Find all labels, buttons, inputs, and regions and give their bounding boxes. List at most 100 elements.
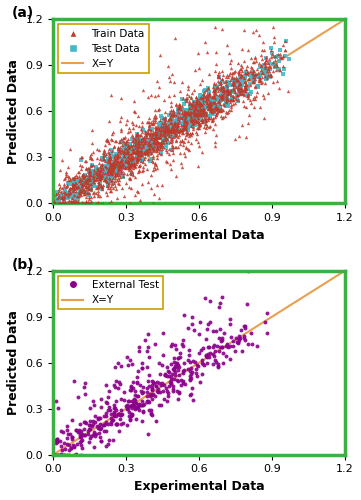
Point xyxy=(204,110,209,118)
Point xyxy=(69,433,75,441)
Point xyxy=(144,140,149,148)
Point xyxy=(223,102,229,110)
Point xyxy=(216,96,222,104)
Point xyxy=(95,166,101,173)
Point xyxy=(200,117,206,125)
Point xyxy=(109,167,114,175)
Point xyxy=(212,356,218,364)
Point xyxy=(205,95,211,103)
Point xyxy=(200,104,206,112)
Point xyxy=(140,145,145,153)
Point xyxy=(210,116,216,124)
Point xyxy=(175,376,180,384)
Point xyxy=(254,342,260,349)
Point xyxy=(278,46,283,54)
Point xyxy=(188,370,194,378)
Point xyxy=(169,128,175,136)
Point xyxy=(165,124,171,132)
Point xyxy=(171,117,177,125)
Point xyxy=(173,172,179,180)
Point xyxy=(134,131,140,139)
Point xyxy=(191,106,197,114)
Point xyxy=(95,198,101,206)
Point xyxy=(62,451,68,459)
Point xyxy=(231,81,237,89)
Point xyxy=(97,171,103,179)
Point xyxy=(79,186,85,194)
Point xyxy=(105,155,111,163)
Point xyxy=(138,157,144,165)
Point xyxy=(78,436,84,444)
Point xyxy=(95,414,101,422)
Point xyxy=(70,174,76,182)
Point xyxy=(209,94,215,102)
Point xyxy=(133,132,139,140)
Point xyxy=(130,120,135,128)
Point xyxy=(273,60,279,68)
Point xyxy=(250,67,256,75)
Point xyxy=(195,138,201,146)
Point xyxy=(76,184,82,192)
Point xyxy=(105,420,111,428)
Point xyxy=(59,200,65,207)
Point xyxy=(143,146,149,154)
Point xyxy=(73,182,78,190)
Point xyxy=(108,197,113,205)
Point xyxy=(233,83,239,91)
Point xyxy=(150,138,156,146)
Point xyxy=(139,180,144,188)
Point xyxy=(180,377,186,385)
Point xyxy=(91,189,96,197)
Point xyxy=(124,149,130,157)
Point xyxy=(159,130,165,138)
Point xyxy=(116,152,121,160)
Point xyxy=(119,146,125,154)
Point xyxy=(163,157,169,165)
Point xyxy=(155,127,160,135)
Point xyxy=(113,177,118,185)
Point xyxy=(132,386,138,394)
Point xyxy=(188,116,194,124)
Point xyxy=(240,347,245,355)
Point xyxy=(141,400,147,408)
Point xyxy=(82,157,88,165)
Point xyxy=(204,99,209,107)
Point xyxy=(161,127,167,135)
Point xyxy=(218,104,223,112)
Point xyxy=(180,379,186,387)
Point xyxy=(118,126,124,134)
Point xyxy=(120,160,126,168)
Point xyxy=(255,82,260,90)
Point xyxy=(172,370,178,378)
Point xyxy=(146,139,152,147)
Point xyxy=(81,383,87,391)
Point xyxy=(103,418,109,426)
Point xyxy=(190,368,195,376)
Point xyxy=(153,139,159,147)
Point xyxy=(74,171,79,179)
Point xyxy=(73,450,78,458)
Point xyxy=(255,88,260,96)
Point xyxy=(273,56,278,64)
Point xyxy=(186,356,191,364)
Point xyxy=(212,84,217,92)
Point xyxy=(163,384,169,392)
Point xyxy=(135,134,141,141)
Point xyxy=(246,110,252,118)
Point xyxy=(80,179,86,187)
Point xyxy=(123,137,129,145)
Point xyxy=(191,98,196,106)
Point xyxy=(150,146,156,154)
Point xyxy=(238,76,244,84)
Point xyxy=(95,424,101,432)
Point xyxy=(84,178,90,186)
Point xyxy=(197,121,203,129)
Point xyxy=(111,160,117,168)
Point xyxy=(136,162,142,170)
Point xyxy=(241,322,247,330)
Point xyxy=(193,368,199,376)
Point xyxy=(173,143,178,151)
Point xyxy=(176,130,182,138)
Point xyxy=(231,82,237,90)
Point xyxy=(281,64,287,72)
